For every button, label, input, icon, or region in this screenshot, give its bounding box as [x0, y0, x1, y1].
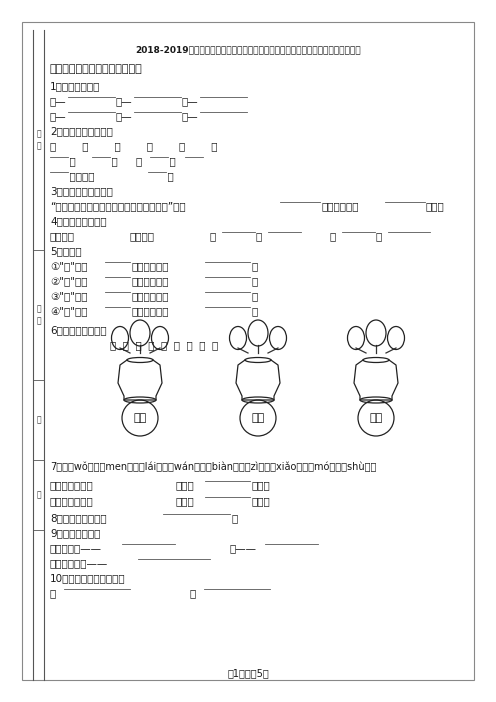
Text: 头: 头 [50, 156, 76, 166]
Text: ）＝苗: ）＝苗 [251, 480, 270, 490]
Text: 水救不了: 水救不了 [50, 171, 95, 181]
Text: 口  三  目  禾  日  月  火  小  四: 口 三 目 禾 日 月 火 小 四 [110, 340, 218, 350]
Text: ，: ， [251, 306, 257, 316]
Text: 1．写出反义词。: 1．写出反义词。 [50, 81, 100, 91]
Text: 画，第一画是: 画，第一画是 [131, 276, 169, 286]
Text: 短—: 短— [182, 96, 198, 106]
Text: 重－（亻）＝里: 重－（亻）＝里 [50, 496, 94, 506]
Text: 班: 班 [36, 491, 41, 500]
Text: 多—: 多— [116, 96, 132, 106]
Text: ）＝二: ）＝二 [251, 496, 270, 506]
Text: 8．站的笔画顺序是: 8．站的笔画顺序是 [50, 513, 107, 523]
Text: 画，第三画是: 画，第三画是 [131, 306, 169, 316]
Text: 3．读一读，想一想。: 3．读一读，想一想。 [50, 186, 113, 196]
Text: 说话。: 说话。 [426, 201, 445, 211]
Text: 2．填一填，读一读。: 2．填一填，读一读。 [50, 126, 113, 136]
Text: ②"字"字共: ②"字"字共 [50, 276, 87, 286]
Text: ，: ， [231, 513, 237, 523]
Text: 4．照样子，写词语: 4．照样子，写词语 [50, 216, 107, 226]
Text: 10．填一填，组成词语。: 10．填一填，组成词语。 [50, 573, 125, 583]
Text: 来        去        远        近        无        有: 来 去 远 近 无 有 [50, 141, 218, 151]
Text: 又: 又 [376, 231, 382, 241]
Text: 田＋（: 田＋（ [175, 480, 194, 490]
Text: 画，第一画是: 画，第一画是 [131, 291, 169, 301]
Text: 一、想一想，填一填（填空题）: 一、想一想，填一填（填空题） [50, 64, 143, 74]
Text: 2018-2019年石家庄市行唐县翟营乡北翟营小学一年级上册语文模拟期末测试无答案: 2018-2019年石家庄市行唐县翟营乡北翟营小学一年级上册语文模拟期末测试无答… [135, 45, 361, 54]
Text: 死: 死 [136, 156, 142, 166]
Text: “你听树叶沙沙沙，那是风儿在和树说话。”是用: “你听树叶沙沙沙，那是风儿在和树说话。”是用 [50, 201, 186, 211]
Text: 反义词：前——: 反义词：前—— [50, 543, 102, 553]
Text: 第1页，共5页: 第1页，共5页 [227, 668, 269, 678]
Text: 尾: 尾 [92, 156, 118, 166]
Text: 又: 又 [210, 231, 216, 241]
Text: ，: ， [251, 276, 257, 286]
Text: 前—: 前— [50, 111, 66, 121]
Text: 比作人，在和: 比作人，在和 [321, 201, 359, 211]
Text: ，: ， [251, 261, 257, 271]
Text: 又: 又 [330, 231, 336, 241]
Text: 天－（: 天－（ [175, 496, 194, 506]
Text: 5．填空。: 5．填空。 [50, 246, 82, 256]
Text: 又长又软: 又长又软 [130, 231, 155, 241]
Text: 左—: 左— [116, 111, 132, 121]
Text: ③"来"字共: ③"来"字共 [50, 291, 87, 301]
Text: 7．我（wǒ）们（men）来（lái）玩（wán）变（biàn）字（zì）小（xiǎo）魔（mó）术（shù）。: 7．我（wǒ）们（men）来（lái）玩（wán）变（biàn）字（zì）小（x… [50, 462, 376, 472]
Text: 又宽又远: 又宽又远 [50, 231, 75, 241]
Text: 姓
名: 姓 名 [36, 304, 41, 326]
Text: 上—: 上— [182, 111, 198, 121]
Text: ④"不"字共: ④"不"字共 [50, 306, 87, 316]
Text: 非: 非 [50, 588, 56, 598]
Text: 又: 又 [256, 231, 262, 241]
Text: 左——: 左—— [230, 543, 257, 553]
Text: 画，第一画是: 画，第一画是 [131, 261, 169, 271]
Text: 活: 活 [150, 156, 176, 166]
Text: ，: ， [251, 291, 257, 301]
Text: 近义词：常常——: 近义词：常常—— [50, 558, 108, 568]
Text: 鸟＋（口）＝鸣: 鸟＋（口）＝鸣 [50, 480, 94, 490]
Text: 分
数: 分 数 [36, 129, 41, 151]
Text: ①"水"字共: ①"水"字共 [50, 261, 87, 271]
Text: 6．我会分类插花。: 6．我会分类插花。 [50, 325, 107, 335]
Text: 三画: 三画 [133, 413, 147, 423]
Text: 五画: 五画 [370, 413, 382, 423]
Text: 号: 号 [36, 416, 41, 425]
Text: 9．按要求写词语: 9．按要求写词语 [50, 528, 100, 538]
Text: 粗—: 粗— [50, 96, 66, 106]
Text: 全: 全 [190, 588, 196, 598]
Text: 四画: 四画 [251, 413, 265, 423]
Text: 火: 火 [148, 171, 174, 181]
